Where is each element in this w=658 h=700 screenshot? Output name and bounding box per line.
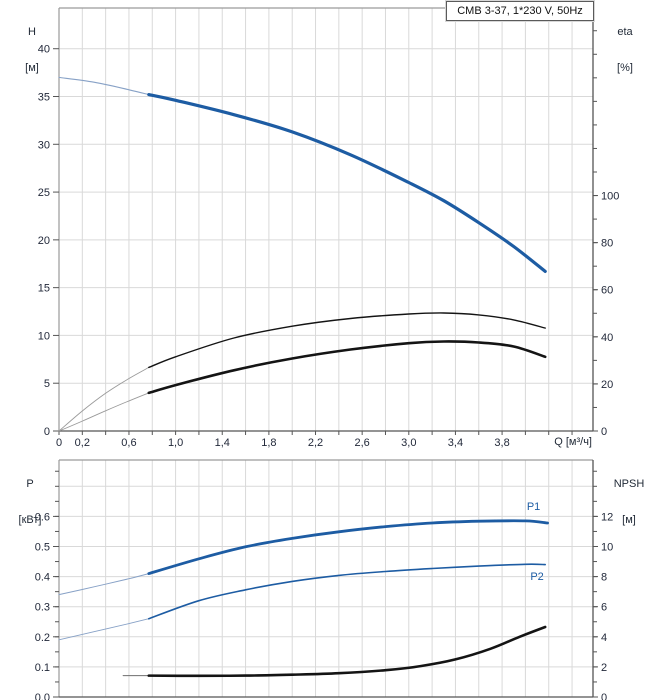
left-axis-tick-label: 30 — [38, 139, 50, 151]
npsh-axis-label: NPSH [м] — [606, 454, 652, 550]
x-axis-tick-label: 1,8 — [261, 437, 276, 449]
pump-model-title-box: CMB 3-37, 1*230 V, 50Hz — [446, 1, 594, 21]
curve-P1 — [147, 519, 549, 575]
left-axis-tick-label: 0.2 — [35, 632, 50, 644]
left-axis-tick-label: 25 — [38, 187, 50, 199]
left-axis-tick-label: 10 — [38, 330, 50, 342]
right-axis-tick-label: 0 — [601, 692, 607, 700]
curve-eta-pump — [148, 312, 546, 369]
left-axis-tick-label: 35 — [38, 92, 50, 104]
p-axis-label-line1: P — [26, 478, 34, 490]
curve-eta-total — [147, 340, 547, 395]
left-axis-tick-label: 15 — [38, 283, 50, 295]
left-axis-tick-label: 0.4 — [35, 572, 50, 584]
curve-H-curve-lead — [58, 76, 150, 96]
q-axis-label: Q [м³/ч] — [554, 436, 592, 448]
curve-label-P1: P1 — [527, 501, 540, 513]
curve-H-curve — [147, 92, 547, 273]
left-axis-tick-label: 0 — [44, 426, 50, 438]
npsh-axis-label-line2: [м] — [622, 514, 636, 526]
eta-axis-label-line2: [%] — [617, 62, 633, 74]
x-axis-tick-label: 2,2 — [308, 437, 323, 449]
p-axis-label-line2: [кВт] — [18, 514, 42, 526]
x-axis-tick-label: 0,6 — [121, 437, 136, 449]
right-axis-tick-label: 2 — [601, 662, 607, 674]
left-axis-tick-label: 20 — [38, 235, 50, 247]
right-axis-tick-label: 0 — [601, 426, 607, 438]
curve-P1-lead — [58, 573, 150, 596]
right-axis-tick-label: 40 — [601, 332, 613, 344]
x-axis-tick-label: 0 — [56, 437, 62, 449]
left-axis-tick-label: 0.1 — [35, 662, 50, 674]
left-axis-tick-label: 0.0 — [35, 692, 50, 700]
x-axis-tick-label: 3,8 — [494, 437, 509, 449]
right-axis-tick-label: 6 — [601, 602, 607, 614]
curve-P2 — [147, 563, 546, 620]
p-axis-label: P [кВт] — [10, 454, 50, 550]
npsh-axis-label-line1: NPSH — [613, 478, 645, 490]
left-axis-tick-label: 0.6 — [35, 511, 50, 523]
left-axis-tick-label: 5 — [44, 378, 50, 390]
left-axis-tick-label: 40 — [38, 44, 50, 56]
h-axis-label-line2: [м] — [25, 62, 39, 74]
x-axis-tick-label: 1,0 — [168, 437, 183, 449]
x-axis-tick-label: 1,4 — [215, 437, 230, 449]
right-axis-tick-label: 10 — [601, 542, 613, 554]
h-axis-label-line1: H — [28, 26, 36, 38]
x-axis-tick-label: 3,4 — [448, 437, 463, 449]
right-axis-tick-label: 12 — [601, 511, 613, 523]
curve-eta-total-lead — [58, 392, 150, 432]
x-axis-tick-label: 2,6 — [355, 437, 370, 449]
right-axis-tick-label: 20 — [601, 379, 613, 391]
left-axis-tick-label: 0.5 — [35, 542, 50, 554]
right-axis-tick-label: 100 — [601, 191, 619, 203]
curve-label-P2: P2 — [530, 571, 543, 583]
right-axis-tick-label: 60 — [601, 285, 613, 297]
curve-P2-lead — [58, 618, 150, 641]
curve-eta-pump-lead — [58, 366, 150, 432]
left-axis-tick-label: 0.3 — [35, 602, 50, 614]
x-axis-tick-label: 0,2 — [75, 437, 90, 449]
right-axis-tick-label: 80 — [601, 238, 613, 250]
right-axis-tick-label: 4 — [601, 632, 607, 644]
h-axis-label: H [м] — [16, 2, 48, 98]
eta-axis-label-line1: eta — [617, 26, 633, 38]
x-axis-tick-label: 3,0 — [401, 437, 416, 449]
curve-NPSH — [147, 625, 547, 678]
right-axis-tick-label: 8 — [601, 572, 607, 584]
eta-axis-label: eta [%] — [610, 2, 640, 98]
